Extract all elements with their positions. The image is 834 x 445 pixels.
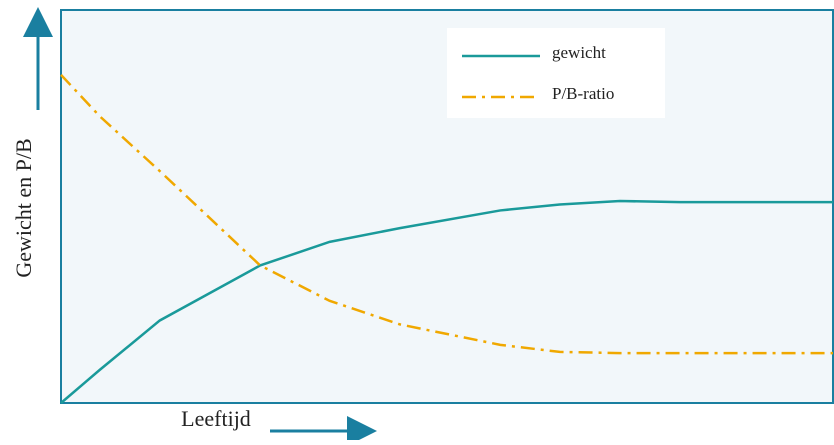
x-axis-label: Leeftijd bbox=[181, 406, 251, 431]
legend-label: P/B-ratio bbox=[552, 84, 614, 103]
legend-label: gewicht bbox=[552, 43, 606, 62]
line-series bbox=[60, 199, 833, 404]
line-series bbox=[60, 73, 833, 355]
legend-box bbox=[447, 28, 665, 118]
y-axis-label: Gewicht en P/B bbox=[11, 138, 36, 277]
